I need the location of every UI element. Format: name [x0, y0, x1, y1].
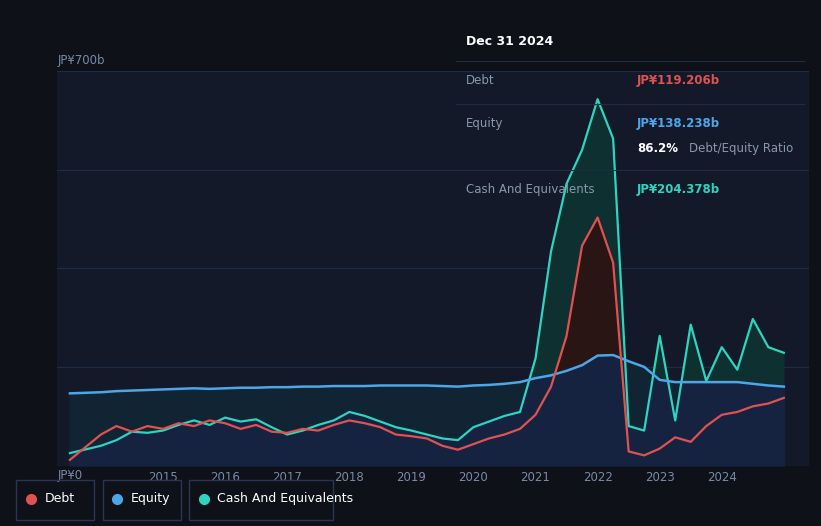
Text: JP¥204.378b: JP¥204.378b — [637, 183, 720, 196]
Text: Debt: Debt — [44, 492, 75, 505]
Text: 86.2%: 86.2% — [637, 143, 678, 155]
Text: Cash And Equivalents: Cash And Equivalents — [466, 183, 594, 196]
Text: Debt/Equity Ratio: Debt/Equity Ratio — [690, 143, 794, 155]
Text: JP¥119.206b: JP¥119.206b — [637, 74, 720, 87]
Text: Debt: Debt — [466, 74, 495, 87]
Text: JP¥0: JP¥0 — [57, 469, 83, 482]
Text: Dec 31 2024: Dec 31 2024 — [466, 35, 553, 48]
Text: JP¥138.238b: JP¥138.238b — [637, 117, 720, 130]
Text: JP¥700b: JP¥700b — [57, 54, 105, 67]
Text: Equity: Equity — [466, 117, 503, 130]
Text: Equity: Equity — [131, 492, 170, 505]
Text: Cash And Equivalents: Cash And Equivalents — [217, 492, 353, 505]
